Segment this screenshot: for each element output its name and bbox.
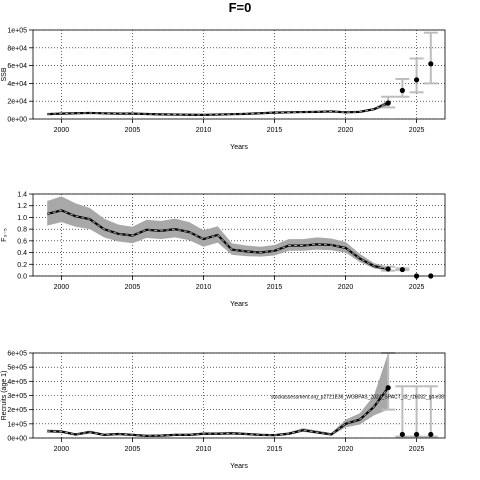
- y-tick-label: 4e+05: [7, 379, 27, 386]
- y-tick-label: 8e+04: [7, 45, 27, 52]
- x-tick-label: 2005: [125, 127, 141, 134]
- panel-1: 2000 2005 2010 2015 2020 2025 0e+00 2e+04 4e+04 6…: [1, 28, 446, 151]
- plot-frame: [32, 193, 446, 277]
- figure-title: F=0: [229, 0, 252, 15]
- x-tick-label: 2000: [54, 446, 70, 453]
- y-tick-label: 2e+05: [7, 407, 27, 414]
- y-tick-label: 6e+05: [7, 351, 27, 358]
- panel-2: 2000 2005 2010 2015 2020 2025 0.0 0.2 0.4 0.6 0.8 1…: [1, 192, 446, 308]
- x-tick-label: 2015: [267, 127, 283, 134]
- confidence-band: [47, 196, 389, 271]
- x-tick-label: 2025: [409, 446, 425, 453]
- x-axis-label: Years: [230, 144, 248, 151]
- plot-frame: [32, 29, 446, 120]
- y-tick-label: 1.4: [17, 192, 27, 199]
- x-tick-label: 2025: [409, 127, 425, 134]
- projection-point: [385, 100, 391, 106]
- x-tick-label: 2025: [409, 284, 425, 291]
- y-tick-label: 5e+05: [7, 365, 27, 372]
- x-tick-label: 2005: [125, 446, 141, 453]
- x-tick-label: 2010: [196, 127, 212, 134]
- y-tick-label: 3e+05: [7, 393, 27, 400]
- y-tick-label: 0.0: [17, 274, 27, 281]
- y-tick-label: 1.0: [17, 215, 27, 222]
- y-tick-label: 2e+04: [7, 99, 27, 106]
- x-axis-label: Years: [230, 463, 248, 470]
- projection-point: [399, 87, 405, 94]
- y-tick-label: 0e+00: [7, 436, 27, 443]
- x-tick-label: 2020: [338, 284, 354, 291]
- source-annotation: stockassessment.org_p2721E36_WGBFAS_2024…: [271, 394, 444, 400]
- x-tick-label: 2005: [125, 284, 141, 291]
- y-tick-label: 0.4: [17, 250, 27, 257]
- x-tick-label: 2020: [338, 446, 354, 453]
- x-tick-label: 2015: [267, 446, 283, 453]
- projection-point: [413, 431, 420, 438]
- x-tick-label: 2020: [338, 127, 354, 134]
- projection-point: [385, 266, 391, 272]
- y-tick-label: 0e+00: [7, 117, 27, 124]
- y-axis-label: F₃₋₅: [1, 228, 8, 242]
- projection-point: [399, 266, 405, 273]
- estimate-line: [47, 387, 390, 437]
- x-tick-label: 2000: [54, 284, 70, 291]
- y-tick-label: 6e+04: [7, 63, 27, 70]
- y-tick-label: 1e+05: [7, 421, 27, 428]
- y-tick-label: 0.8: [17, 227, 27, 234]
- y-axis-label: SSB: [1, 67, 8, 81]
- y-tick-label: 1.2: [17, 203, 27, 210]
- projection-point: [413, 77, 420, 83]
- x-tick-label: 2015: [267, 284, 283, 291]
- y-tick-label: 0.6: [17, 238, 27, 245]
- y-tick-label: 1e+05: [7, 28, 27, 35]
- projection-point: [428, 61, 434, 67]
- y-tick-label: 4e+04: [7, 81, 27, 88]
- estimate-line-dash: [47, 102, 389, 116]
- x-tick-label: 2010: [196, 284, 212, 291]
- projection-point: [399, 431, 405, 438]
- x-tick-label: 2000: [54, 127, 70, 134]
- projection-point: [385, 385, 391, 391]
- y-tick-label: 0.2: [17, 262, 27, 269]
- x-axis-label: Years: [230, 301, 248, 308]
- projection-point: [428, 431, 434, 438]
- y-axis-label: Recruits (age 1): [1, 371, 8, 421]
- estimate-line: [47, 101, 389, 117]
- estimate-line-dash: [47, 209, 389, 270]
- panel-3: 2000 2005 2010 2015 2020 2025 0e+00 1e+05 2e+05 3…: [1, 351, 446, 470]
- x-tick-label: 2010: [196, 446, 212, 453]
